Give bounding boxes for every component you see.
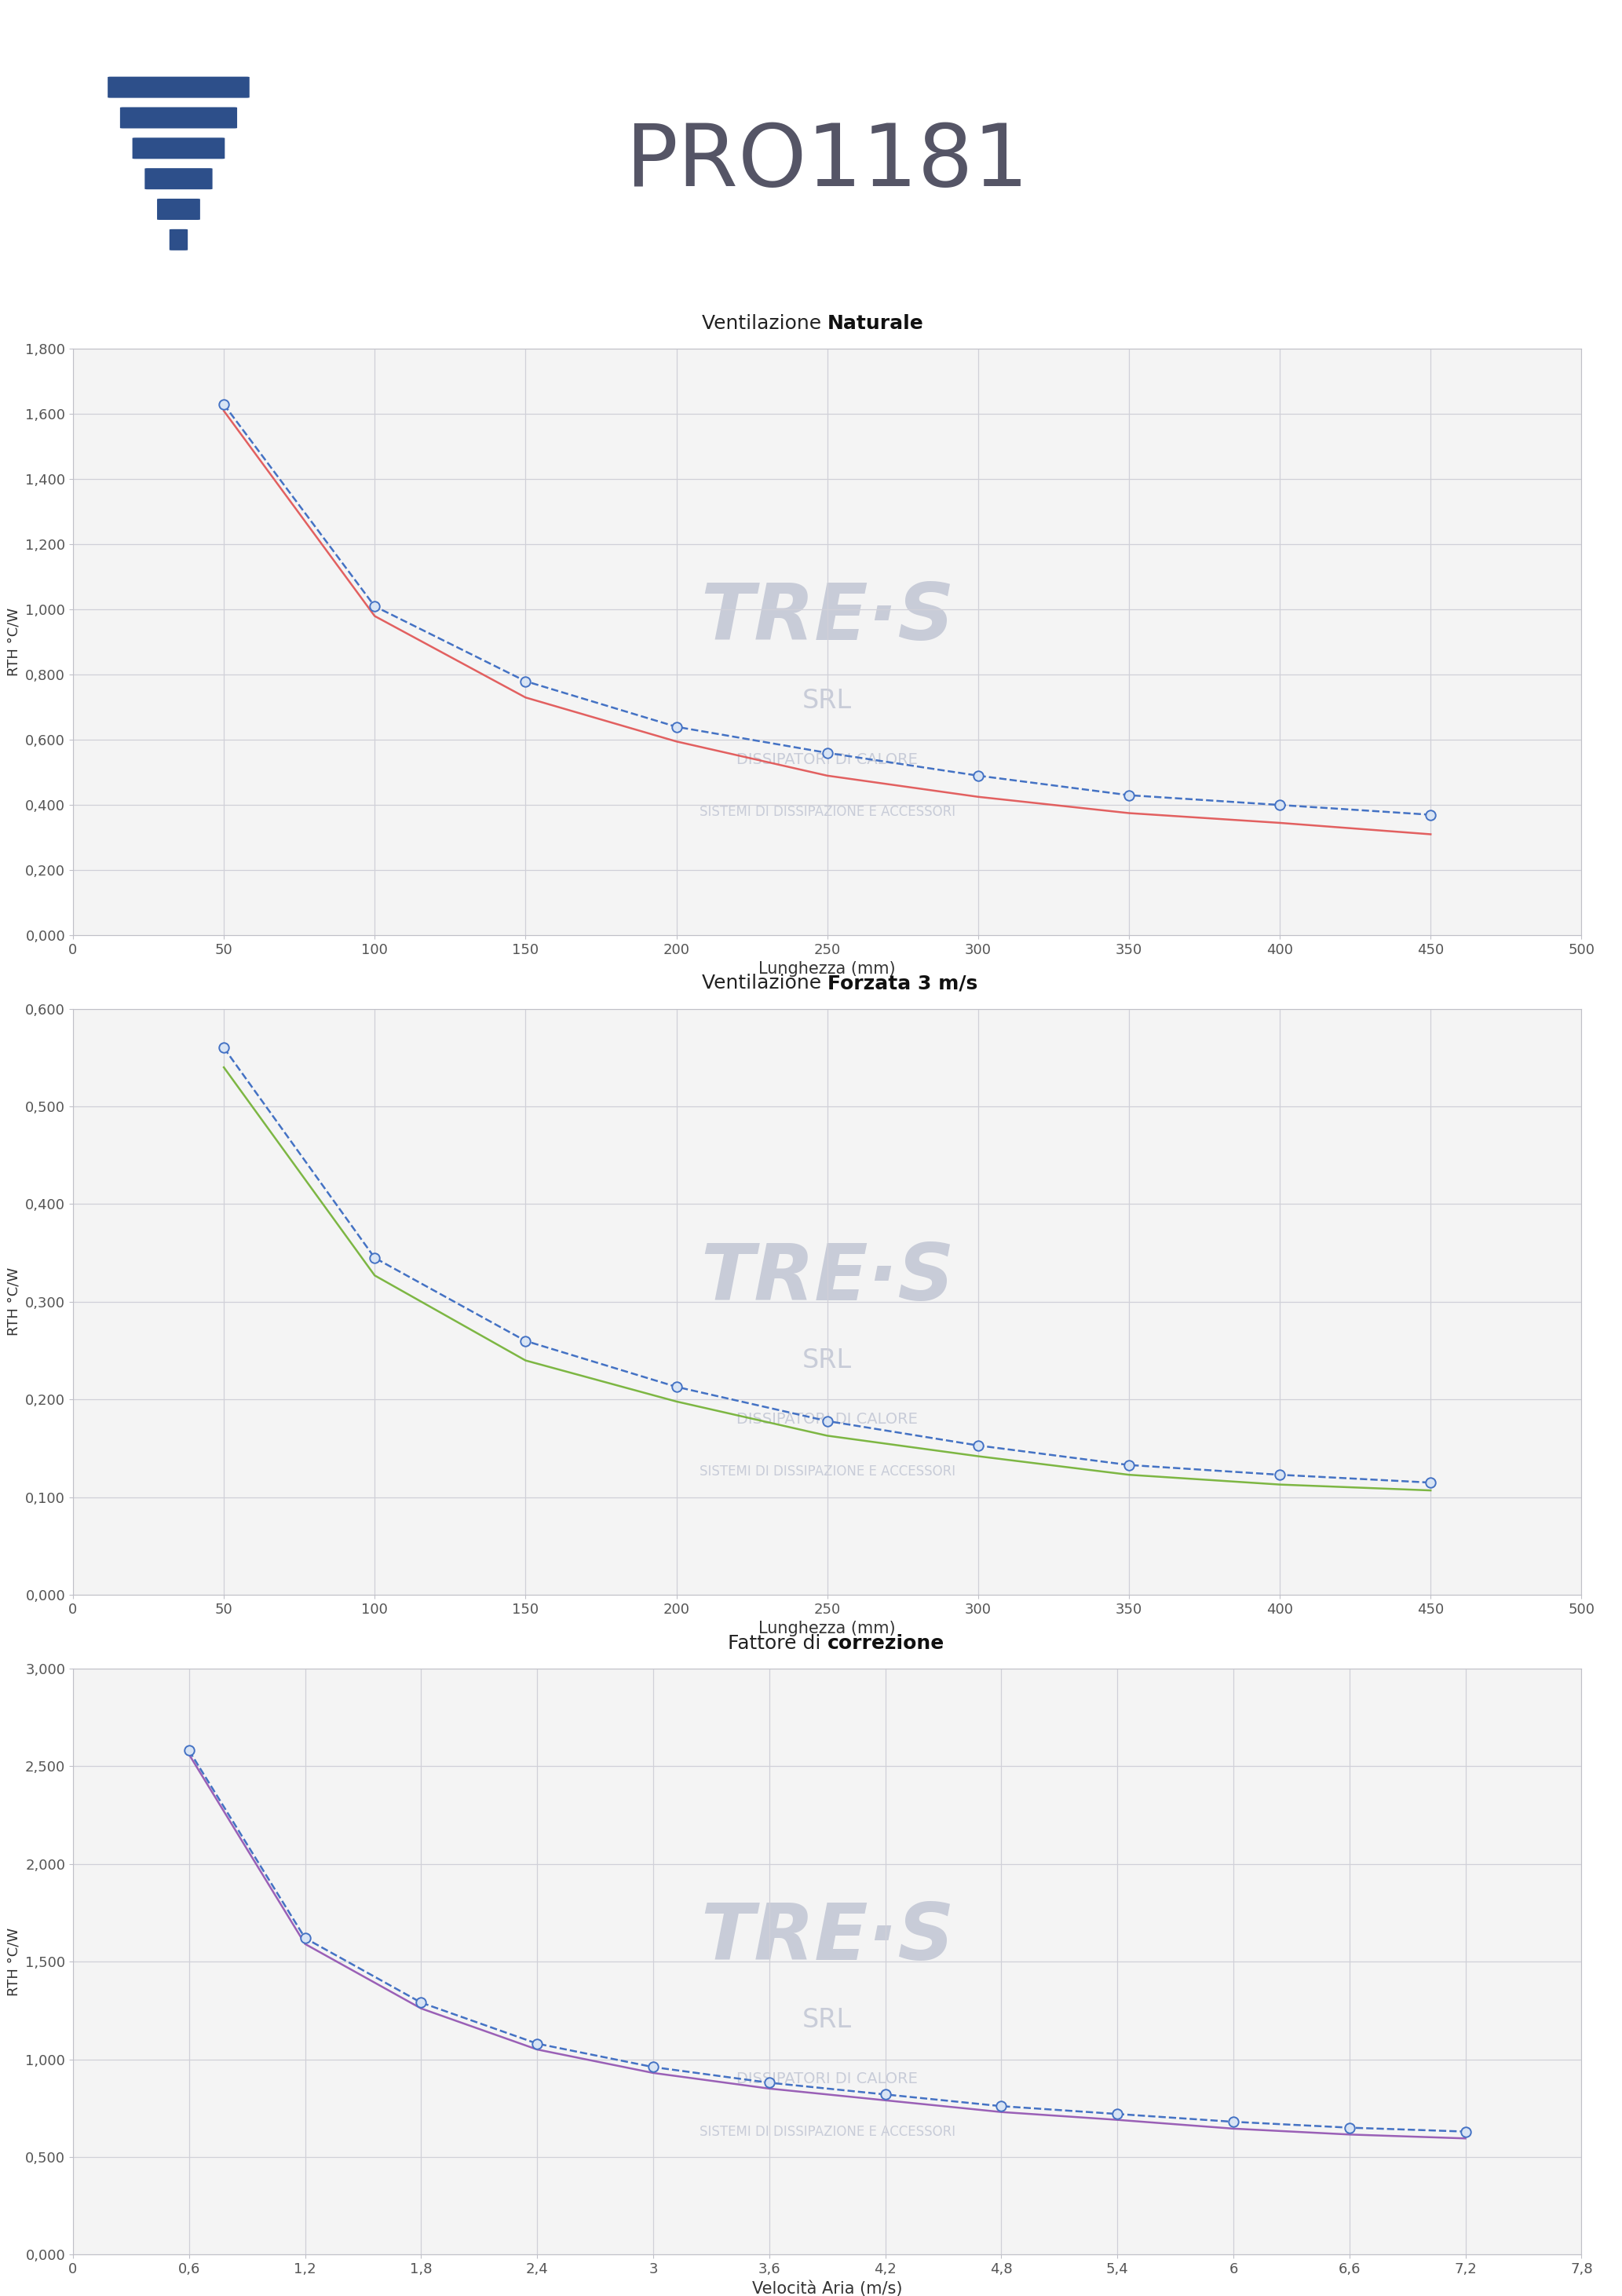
- X-axis label: Lunghezza (mm): Lunghezza (mm): [759, 1621, 895, 1637]
- Text: Naturale: Naturale: [827, 315, 923, 333]
- Text: Ventilazione: Ventilazione: [701, 974, 827, 992]
- Text: SRL: SRL: [803, 2007, 852, 2034]
- Text: DISSIPATORI DI CALORE: DISSIPATORI DI CALORE: [736, 2071, 918, 2087]
- Text: PRO1181: PRO1181: [626, 119, 1028, 204]
- Text: TRE·S: TRE·S: [701, 1240, 954, 1316]
- Text: SISTEMI DI DISSIPAZIONE E ACCESSORI: SISTEMI DI DISSIPAZIONE E ACCESSORI: [699, 806, 955, 820]
- Text: DISSIPATORI DI CALORE: DISSIPATORI DI CALORE: [736, 751, 918, 767]
- FancyBboxPatch shape: [133, 138, 225, 158]
- Text: SRL: SRL: [803, 1348, 852, 1373]
- X-axis label: Lunghezza (mm): Lunghezza (mm): [759, 962, 895, 978]
- Text: SRL: SRL: [803, 689, 852, 714]
- Y-axis label: RTH °C/W: RTH °C/W: [6, 1267, 21, 1336]
- FancyBboxPatch shape: [107, 76, 250, 99]
- FancyBboxPatch shape: [120, 108, 237, 129]
- Text: correzione: correzione: [827, 1635, 944, 1653]
- FancyBboxPatch shape: [157, 200, 200, 220]
- Text: SISTEMI DI DISSIPAZIONE E ACCESSORI: SISTEMI DI DISSIPAZIONE E ACCESSORI: [699, 2124, 955, 2138]
- FancyBboxPatch shape: [144, 168, 212, 188]
- Text: Ventilazione: Ventilazione: [701, 315, 827, 333]
- Text: Fattore di: Fattore di: [728, 1635, 827, 1653]
- Text: Forzata 3 m/s: Forzata 3 m/s: [827, 974, 978, 992]
- X-axis label: Velocità Aria (m/s): Velocità Aria (m/s): [753, 2280, 902, 2296]
- Text: SISTEMI DI DISSIPAZIONE E ACCESSORI: SISTEMI DI DISSIPAZIONE E ACCESSORI: [699, 1465, 955, 1479]
- Text: TRE·S: TRE·S: [701, 1901, 954, 1977]
- Y-axis label: RTH °C/W: RTH °C/W: [6, 608, 21, 677]
- Text: DISSIPATORI DI CALORE: DISSIPATORI DI CALORE: [736, 1412, 918, 1426]
- FancyBboxPatch shape: [169, 230, 188, 250]
- Text: TRE·S: TRE·S: [701, 581, 954, 657]
- Y-axis label: RTH °C/W: RTH °C/W: [6, 1926, 21, 1995]
